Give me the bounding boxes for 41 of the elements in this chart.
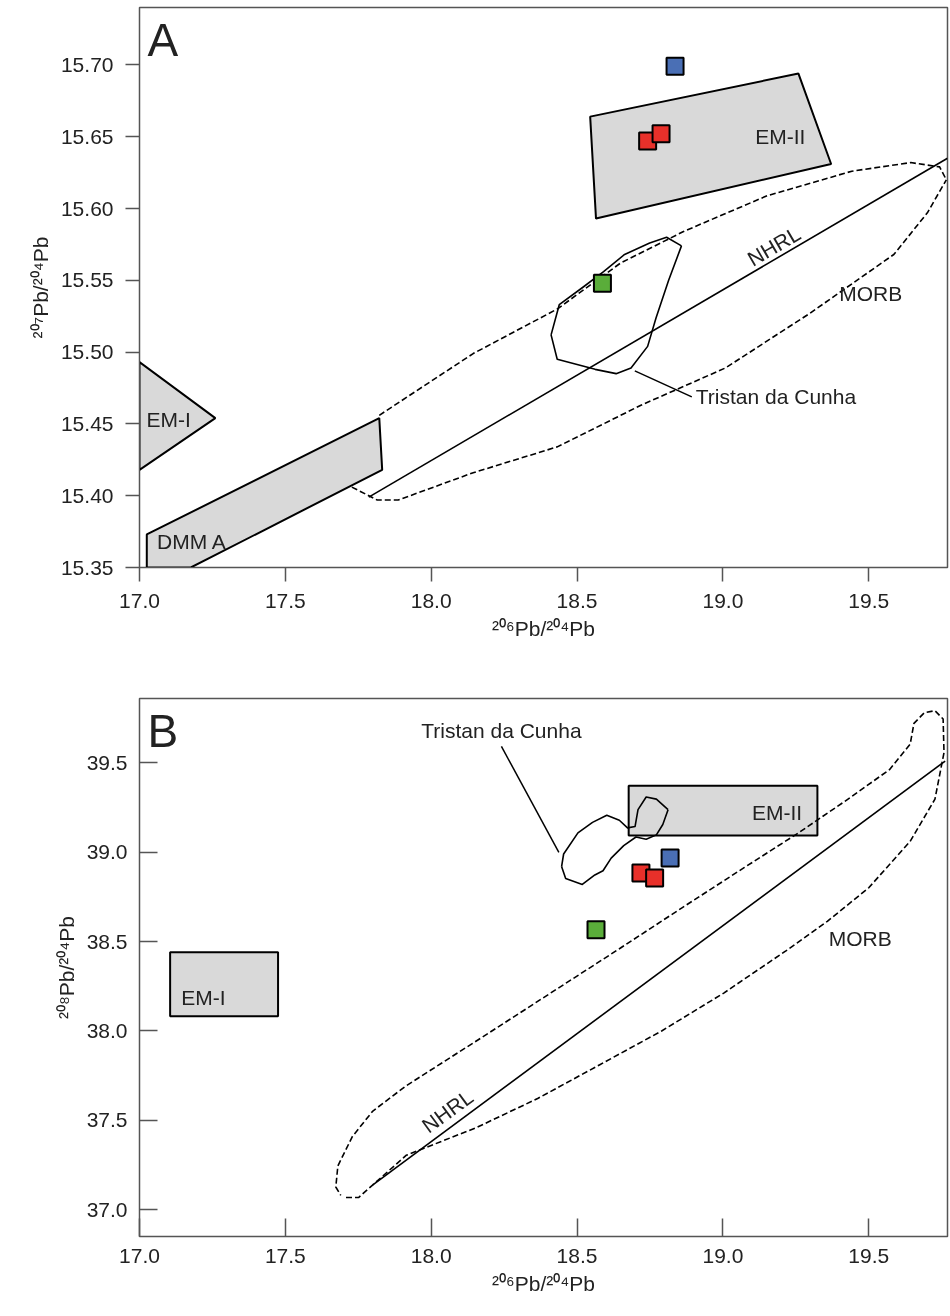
annotation: EM-II	[751, 801, 803, 825]
x-tick-label: 18.0	[410, 1243, 452, 1267]
x-tick-label: 19.5	[848, 1243, 890, 1267]
y-tick-label: 15.60	[60, 196, 114, 220]
y-tick-label: 15.45	[60, 411, 114, 435]
y-tick-label: 37.5	[86, 1108, 128, 1132]
x-tick-label: 18.5	[556, 588, 598, 612]
annotation: Tristan da Cunha	[421, 719, 582, 743]
annotation: EM-II	[755, 125, 806, 149]
y-tick-label: 15.65	[60, 124, 114, 148]
x-tick-label: 19.0	[702, 588, 744, 612]
y-tick-label: 38.5	[86, 929, 128, 953]
annotation: EM-I	[181, 985, 226, 1009]
x-axis-title: ²⁰⁶Pb/²⁰⁴Pb	[492, 616, 595, 640]
x-tick-label: 18.5	[556, 1243, 598, 1267]
y-axis-title: ²⁰⁸Pb/²⁰⁴Pb	[54, 915, 78, 1020]
y-tick-label: 37.0	[86, 1197, 128, 1221]
y-axis-title: ²⁰⁷Pb/²⁰⁴Pb	[28, 236, 52, 339]
annotation: MORB	[839, 281, 903, 305]
y-tick-label: 39.5	[86, 750, 128, 774]
y-tick-label: 15.70	[60, 52, 114, 76]
x-tick-label: 17.0	[119, 1243, 160, 1267]
annotation: DMM A	[157, 530, 226, 554]
chart-title: A	[147, 13, 179, 66]
x-tick-label: 18.0	[410, 588, 452, 612]
chart-title: B	[147, 704, 179, 757]
x-tick-label: 17.0	[119, 588, 160, 612]
annotation: EM-I	[146, 408, 191, 432]
annotation: Tristan da Cunha	[695, 385, 857, 409]
y-tick-label: 38.0	[86, 1018, 128, 1042]
x-tick-label: 19.5	[848, 588, 890, 612]
x-tick-label: 17.5	[264, 588, 306, 612]
y-tick-label: 15.35	[60, 555, 114, 579]
y-tick-label: 39.0	[86, 840, 128, 864]
y-tick-label: 15.50	[60, 340, 114, 364]
y-tick-label: 15.40	[60, 483, 114, 507]
y-tick-label: 15.55	[60, 268, 114, 292]
annotation: MORB	[828, 926, 892, 950]
x-tick-label: 19.0	[702, 1243, 744, 1267]
x-tick-label: 17.5	[264, 1243, 306, 1267]
x-axis-title: ²⁰⁶Pb/²⁰⁴Pb	[492, 1271, 595, 1295]
